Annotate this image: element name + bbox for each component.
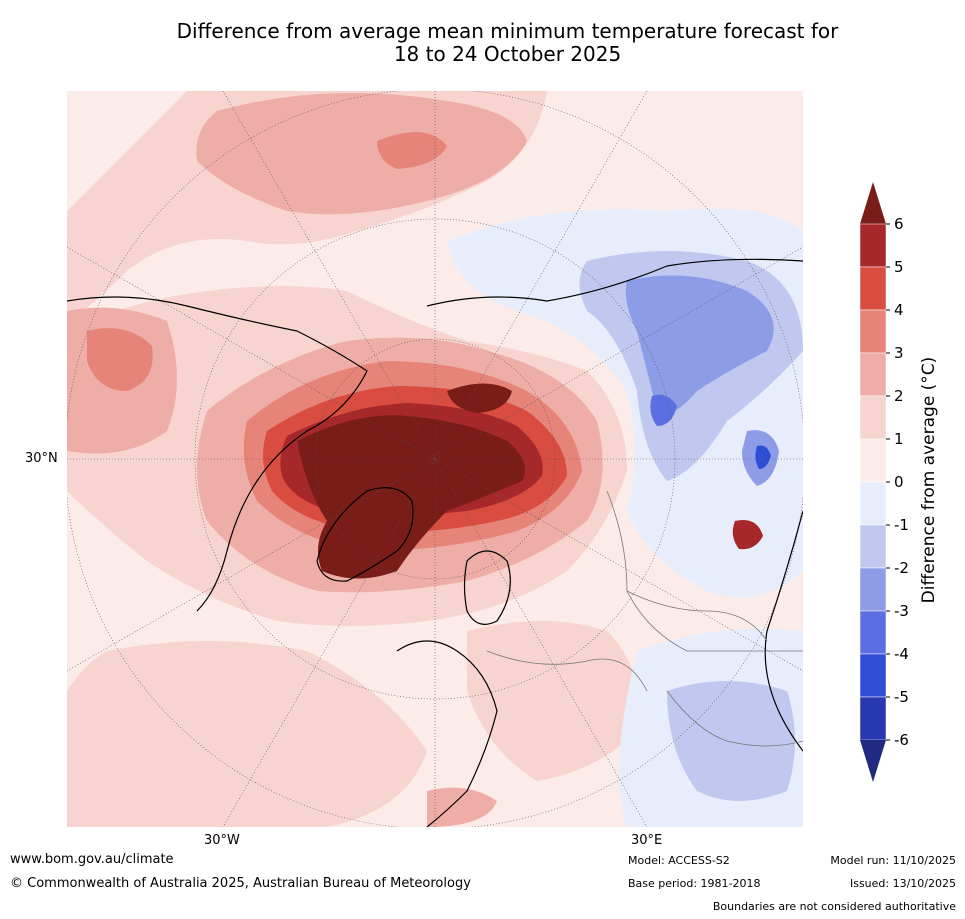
- coastline-scandinavia: [463, 550, 511, 625]
- footer-website[interactable]: www.bom.gov.au/climate: [10, 852, 174, 867]
- anomaly-zone-above-6-arctic: [297, 415, 525, 579]
- anomaly-zone-3-4-alaska: [87, 328, 153, 391]
- longitude-label-30w: 30°W: [204, 833, 240, 848]
- coastline-canada: [67, 296, 368, 612]
- colorbar-band-9: [859, 567, 887, 612]
- colorbar-tick-label: -5: [894, 688, 909, 706]
- anomaly-zone-minus4-minus5-central-asia: [755, 445, 771, 469]
- colorbar-band-5: [859, 395, 887, 440]
- colorbar-tick-label: 0: [894, 473, 904, 491]
- anomaly-zone-minus1-minus2-asia: [667, 681, 795, 801]
- border-russia: [606, 490, 803, 652]
- coastline-greenland: [316, 487, 414, 582]
- coastlines: [67, 258, 803, 827]
- colorbar-band-1: [859, 223, 887, 268]
- colorbar-tick-label: 6: [894, 215, 904, 233]
- map-title: Difference from average mean minimum tem…: [60, 20, 955, 66]
- footer-model-run: Model run: 11/10/2025: [830, 854, 956, 867]
- colorbar-bands: [859, 182, 887, 782]
- footer-copyright: © Commonwealth of Australia 2025, Austra…: [10, 876, 471, 891]
- colorbar-tick-label: 2: [894, 387, 904, 405]
- footer-issued: Issued: 13/10/2025: [849, 877, 956, 890]
- colorbar: 6 5 4 3 2 1 0 -1 -2 -3 -4 -5 -6 Difference from aver…: [850, 180, 965, 790]
- colorbar-tick-label: -1: [894, 516, 909, 534]
- colorbar-band-10: [859, 610, 887, 655]
- graticule: [67, 91, 803, 827]
- latitude-label-30n: 30°N: [25, 451, 58, 466]
- anomaly-zone-minus2-minus3-siberia: [625, 275, 774, 414]
- colorbar-band-12: [859, 696, 887, 741]
- anomaly-zone-minus3-minus4-siberia: [650, 394, 677, 426]
- colorbar-band-11: [859, 653, 887, 698]
- footer-base-period: Base period: 1981-2018: [628, 877, 761, 890]
- colorbar-label: Difference from average (°C): [919, 357, 939, 604]
- border-central-asia: [626, 590, 768, 642]
- colorbar-tick-label: -2: [894, 559, 909, 577]
- colorbar-tick-label: 3: [894, 344, 904, 362]
- colorbar-tick-label: -4: [894, 645, 909, 663]
- meridian-120: [67, 246, 803, 672]
- latitude-circle-50: [194, 218, 676, 700]
- anomaly-zone-3-4-pacific: [377, 132, 447, 169]
- colorbar-band-6: [859, 438, 887, 483]
- anomaly-zone-1-2-europe: [467, 621, 639, 781]
- meridian-30e: [222, 91, 648, 827]
- coastline-europe: [396, 640, 498, 827]
- anomaly-zone-1-2-atlantic: [67, 641, 427, 827]
- colorbar-band-7: [859, 481, 887, 526]
- colorbar-tick-label: -6: [894, 731, 909, 749]
- colorbar-extend-top: [860, 182, 886, 224]
- colorbar-band-8: [859, 524, 887, 569]
- longitude-label-30e: 30°E: [631, 833, 663, 848]
- anomaly-zone-3-4-mongolia: [732, 520, 763, 550]
- footer-model: Model: ACCESS-S2: [628, 854, 730, 867]
- meridian-30w: [222, 91, 648, 827]
- colorbar-ticks: 6 5 4 3 2 1 0 -1 -2 -3 -4 -5 -6: [886, 215, 909, 749]
- meridian-60: [67, 246, 803, 672]
- colorbar-tick-label: 1: [894, 430, 904, 448]
- colorbar-band-4: [859, 352, 887, 397]
- colorbar-band-3: [859, 309, 887, 354]
- latitude-circle-70: [314, 338, 556, 580]
- border-asia: [666, 690, 803, 747]
- map-title-line-2: 18 to 24 October 2025: [393, 42, 622, 66]
- temperature-anomaly-map: [67, 91, 803, 827]
- map-canvas: [67, 91, 803, 827]
- map-title-line-1: Difference from average mean minimum tem…: [176, 19, 839, 43]
- colorbar-svg: 6 5 4 3 2 1 0 -1 -2 -3 -4 -5 -6 Difference from aver…: [859, 182, 939, 782]
- colorbar-tick-label: 4: [894, 301, 904, 319]
- anomaly-zone-above-6-siberia: [447, 383, 512, 413]
- footer-disclaimer: Boundaries are not considered authoritat…: [712, 900, 956, 913]
- colorbar-band-2: [859, 266, 887, 311]
- colorbar-extend-bottom: [860, 740, 886, 782]
- coastline-asia-east: [764, 510, 803, 752]
- border-europe: [486, 650, 648, 692]
- coastline-siberia: [426, 258, 803, 307]
- country-borders: [486, 490, 803, 747]
- colorbar-tick-label: 5: [894, 258, 904, 276]
- anomaly-zone-2-3-atlantic: [427, 787, 497, 827]
- colorbar-tick-label: -3: [894, 602, 909, 620]
